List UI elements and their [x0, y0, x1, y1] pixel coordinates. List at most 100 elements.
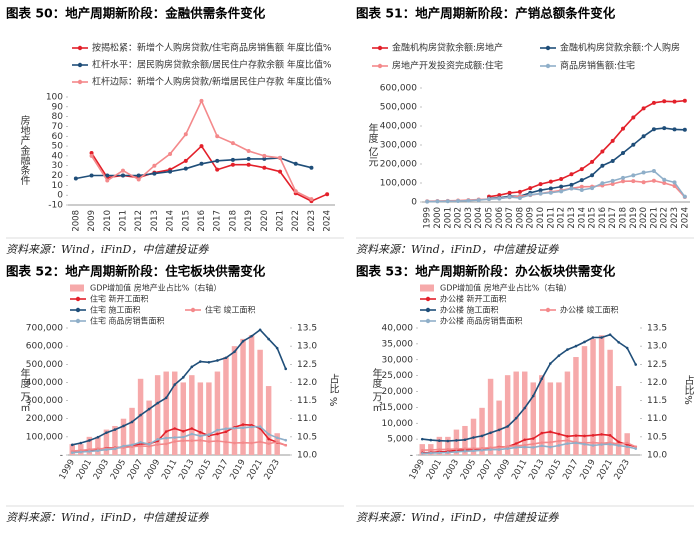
x-tick-label: 2016	[197, 210, 207, 232]
legend-swatch-dot	[77, 79, 83, 85]
x-tick-label: 2021	[595, 458, 614, 482]
x-tick-label: 2019	[629, 207, 639, 229]
x-tick-label: 2014	[577, 207, 587, 229]
y2-tick-label: 13.5	[647, 324, 667, 334]
y2-tick-label: 10.5	[297, 432, 317, 442]
series-line	[488, 127, 685, 200]
bar	[137, 378, 144, 455]
x-tick-label: 2010	[103, 210, 113, 232]
point	[662, 126, 667, 131]
y-axis-label: 年度 万㎡	[18, 367, 30, 412]
point	[309, 165, 314, 170]
x-tick-label: 2013	[567, 207, 577, 229]
point	[89, 153, 94, 158]
point	[662, 177, 667, 182]
bar	[521, 371, 528, 455]
point	[621, 150, 625, 155]
bar	[479, 407, 485, 455]
point	[514, 442, 518, 445]
point	[641, 180, 646, 185]
point	[497, 428, 501, 432]
point	[207, 440, 211, 443]
point	[631, 115, 636, 120]
point	[610, 158, 615, 163]
point	[88, 450, 91, 453]
bar	[539, 375, 545, 455]
point	[425, 199, 430, 204]
y-tick-label: 200,000	[26, 414, 63, 424]
x-tick-label: 2002	[454, 207, 464, 229]
bar	[265, 386, 272, 455]
x-tick-label: 2023	[307, 210, 317, 232]
point	[591, 434, 595, 437]
bar	[146, 400, 152, 455]
point	[600, 443, 603, 446]
point	[275, 346, 279, 350]
series-line	[90, 144, 328, 202]
point	[531, 442, 535, 446]
point	[531, 437, 535, 440]
x-tick-label: 2001	[425, 458, 444, 482]
point	[105, 173, 110, 178]
point	[105, 448, 108, 451]
legend-label: 金融机构房贷款余额:个人购房	[560, 42, 680, 54]
bar	[496, 400, 502, 455]
y-tick-label: 60	[52, 132, 64, 142]
point	[199, 161, 204, 166]
legend-swatch-dot	[190, 307, 196, 313]
x-tick-label: 2018	[619, 207, 629, 229]
series-line	[427, 179, 686, 202]
bar	[206, 382, 212, 455]
point	[246, 162, 251, 167]
point	[241, 423, 245, 426]
x-tick-label: 2019	[244, 210, 254, 232]
y2-axis-label: 占比%	[682, 374, 694, 405]
x-tick-label: 2003	[442, 458, 461, 482]
point	[284, 438, 288, 442]
x-tick-label: 2006	[495, 207, 505, 229]
point	[538, 182, 543, 187]
point	[662, 181, 667, 185]
point	[579, 188, 584, 193]
point	[463, 449, 467, 453]
point	[528, 186, 533, 191]
point	[438, 448, 441, 451]
point	[224, 430, 228, 434]
point	[241, 339, 245, 343]
point	[446, 447, 450, 451]
point	[88, 448, 91, 451]
point	[617, 440, 620, 444]
legend-swatch-dot	[377, 63, 383, 69]
y2-tick-label: 12.0	[647, 378, 667, 388]
point	[267, 442, 270, 445]
y-tick-label: 30	[52, 161, 64, 171]
x-tick-label: 2008	[71, 210, 81, 232]
point	[463, 438, 467, 442]
legend-swatch	[420, 284, 434, 292]
x-tick-label: 2001	[443, 207, 453, 229]
point	[420, 437, 424, 441]
x-tick-label: 2014	[166, 210, 176, 232]
y2-tick-label: 11.0	[647, 414, 667, 424]
point	[506, 445, 509, 448]
legend-label: 办公楼 商品房销售面积	[440, 316, 523, 326]
bar	[240, 338, 246, 455]
y-tick-label: 10	[52, 181, 64, 191]
point	[88, 439, 91, 442]
point	[566, 439, 569, 442]
point	[207, 360, 211, 364]
point	[113, 428, 117, 431]
point	[590, 186, 595, 191]
point	[489, 446, 492, 449]
point	[199, 434, 202, 438]
x-tick-label: 2009	[493, 458, 512, 482]
point	[523, 406, 527, 410]
point	[621, 175, 625, 180]
y2-tick-label: 12.5	[647, 360, 667, 370]
point	[216, 428, 219, 432]
y-tick-label: -10	[48, 201, 63, 211]
point	[466, 198, 471, 203]
point	[566, 348, 569, 351]
x-tick-label: 2007	[476, 458, 495, 482]
x-tick-label: 2003	[464, 207, 474, 229]
